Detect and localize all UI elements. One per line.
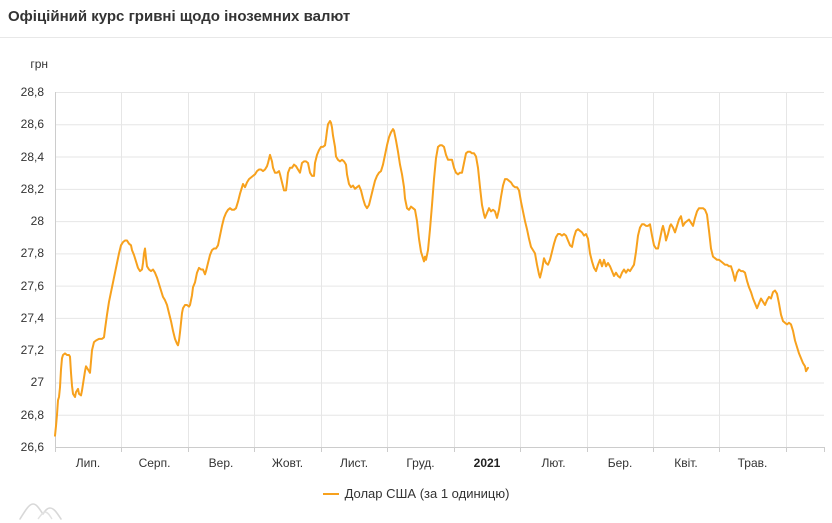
y-axis-tick-label: 26,8 (20, 407, 44, 422)
legend-item-usd[interactable]: Долар США (за 1 одиницю) (322, 486, 510, 501)
x-axis-tick-label: Серп. (138, 456, 171, 470)
x-axis-tick-label: Лип. (75, 456, 101, 470)
y-axis-tick-label: 28,2 (20, 181, 44, 196)
y-axis-tick-label: 27,2 (20, 343, 44, 358)
watermark-mountains-icon (19, 503, 62, 520)
y-axis-tick-label: 28,6 (20, 117, 44, 132)
legend-line-swatch-icon (322, 492, 339, 495)
y-axis-tick-label: 28,4 (20, 149, 44, 164)
legend-label: Долар США (за 1 одиницю) (344, 486, 510, 501)
x-axis-tick-label: 2021 (473, 456, 501, 470)
x-axis-tick-label: Трав. (737, 456, 768, 470)
series-line-usd[interactable] (54, 120, 809, 437)
x-axis-tick-label: Груд. (406, 456, 435, 470)
y-axis-tick-label: 27,8 (20, 246, 44, 261)
y-axis-tick-label: 27,6 (20, 278, 44, 293)
x-axis-tick-label: Жовт. (271, 456, 304, 470)
chart-title: Офіційний курс гривні щодо іноземних вал… (8, 8, 351, 25)
x-axis-tick-label: Вер. (208, 456, 234, 470)
y-axis-tick-label: 27,4 (20, 310, 44, 325)
title-divider (0, 37, 832, 38)
x-axis-tick-label: Лют. (541, 456, 566, 470)
x-axis-tick-label: Квіт. (674, 456, 698, 470)
x-axis-tick-label: Бер. (607, 456, 633, 470)
y-axis-tick-label: 26,6 (20, 440, 44, 454)
y-axis-tick-label: 27 (30, 375, 44, 390)
y-axis-unit-label: грн (30, 57, 48, 71)
x-axis-tick-label: Лист. (339, 456, 369, 470)
chart-legend: Долар США (за 1 одиницю) (0, 486, 832, 501)
y-axis-tick-label: 28,8 (20, 85, 44, 99)
y-axis-tick-label: 28 (30, 214, 44, 229)
